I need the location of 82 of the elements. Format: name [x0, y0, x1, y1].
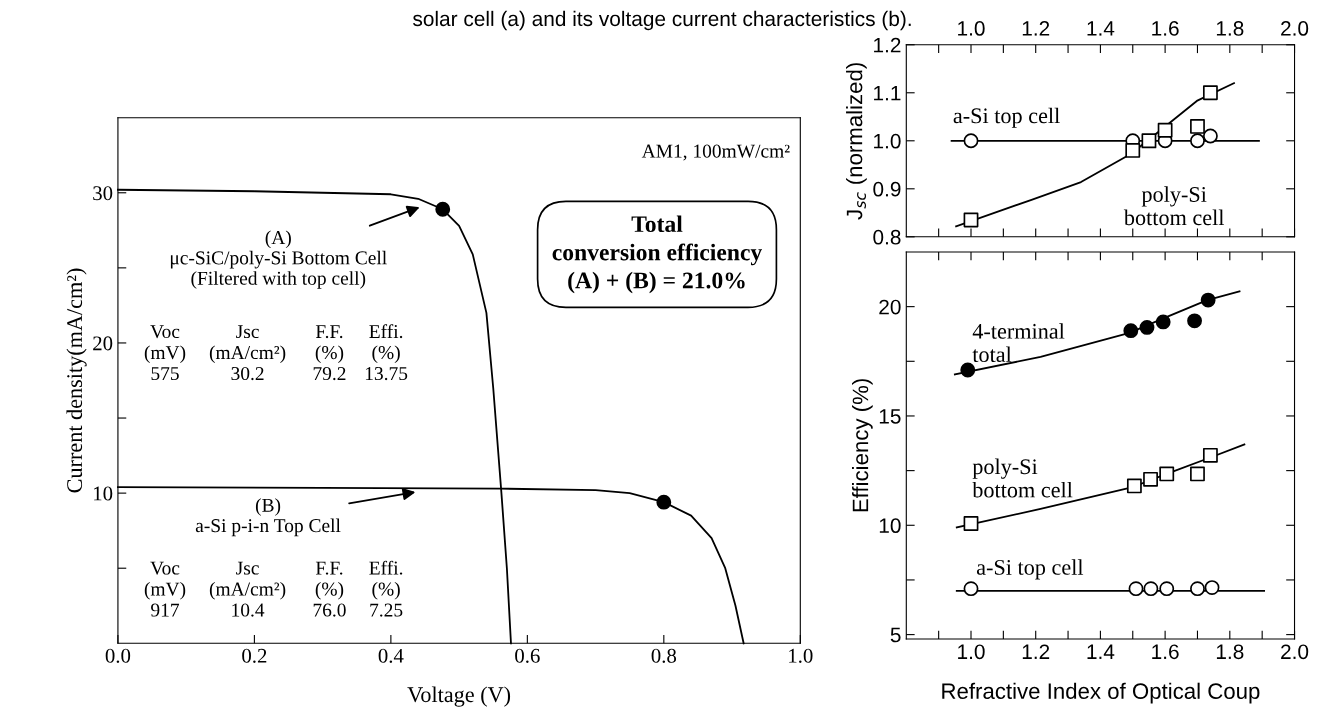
point: [1143, 471, 1158, 487]
x-tick-label: 1.4: [1087, 21, 1115, 36]
annotation: F.F. (%) 76.0: [313, 561, 346, 617]
line-series: [955, 82, 1235, 228]
point: [1139, 319, 1155, 335]
y-tick-label: 0.8: [873, 229, 901, 245]
x-axis-title: Voltage (V): [407, 686, 511, 707]
annotation: (A) μc-SiC/poly-Si Bottom Cell (Filtered with top cell): [170, 230, 387, 289]
y-tick-label: 30: [93, 186, 113, 201]
annotation: Voc (mV) 575: [144, 325, 186, 381]
point: [1159, 466, 1175, 482]
y-tick-label: 0.9: [873, 181, 901, 197]
x-tick-label: 1.2: [1022, 644, 1050, 659]
point: [1141, 133, 1157, 149]
x-tick-label: 2.0: [1281, 644, 1309, 660]
annotation: Total conversion efficiency (A) + (B) = 21.0%: [552, 215, 763, 294]
y-tick-label: 1.1: [874, 85, 901, 101]
y-axis-title: J$_{sc}$ (normalized): [846, 63, 867, 220]
annotation: Jsc (mA/cm²) 10.4: [209, 561, 286, 617]
point: [1190, 133, 1205, 149]
point: [1204, 580, 1220, 596]
point: [963, 581, 979, 597]
point: [1202, 447, 1218, 463]
y-tick-label: 1.2: [874, 37, 901, 53]
point: [1202, 128, 1218, 144]
y-tick-label: 20: [93, 336, 113, 351]
point: [1202, 85, 1218, 101]
series-label: a-Si top cell: [953, 107, 1060, 128]
x-tick-label: 1.8: [1216, 644, 1244, 660]
point: [1126, 478, 1142, 494]
series-label: poly-Si bottom cell: [972, 458, 1073, 498]
annotation: Effi. (%) 13.75: [365, 324, 408, 381]
y-tick-label: 1.0: [874, 133, 901, 149]
x-tick-label: 0.6: [515, 648, 540, 663]
point: [963, 133, 979, 149]
point: [960, 362, 976, 378]
annotation: Effi. (%) 7.25: [369, 560, 403, 617]
line-series: [955, 443, 1246, 529]
x-tick-label: 1.4: [1087, 644, 1115, 659]
x-tick-label: 1.2: [1022, 21, 1050, 36]
point: [963, 212, 979, 228]
point: [1187, 313, 1202, 329]
point: [1190, 581, 1205, 597]
x-tick-label: 0.2: [242, 648, 267, 663]
y-tick-label: 20: [879, 299, 901, 315]
chart-title: solar cell (a) and its voltage current characteristics (b).: [413, 10, 911, 31]
series-label: 4-terminal total: [972, 323, 1065, 363]
x-axis-title: Refractive Index of Optical Coup: [942, 682, 1260, 704]
x-tick-label: 1.0: [958, 21, 985, 36]
line-series: [953, 290, 1241, 376]
point: [1190, 466, 1205, 482]
y-axis-title: Efficiency (%): [852, 379, 873, 512]
point: [1143, 581, 1159, 597]
annotation: (B) a-Si p-i-n Top Cell: [195, 498, 341, 537]
x-tick-label: 0.4: [378, 648, 404, 663]
y-tick-label: 10: [94, 486, 113, 501]
point: [1123, 323, 1139, 339]
annotation: F.F. (%) 79.2: [313, 325, 346, 381]
x-tick-label: 1.0: [789, 648, 813, 663]
point: [963, 516, 979, 531]
x-tick-label: 1.0: [958, 644, 985, 660]
series-label: a-Si top cell: [976, 559, 1084, 580]
annotation: Voc (mV) 917: [144, 561, 186, 617]
point: [1159, 581, 1175, 597]
y-tick-label: 5: [890, 627, 901, 643]
x-tick-label: 1.6: [1152, 21, 1179, 36]
y-tick-label: 15: [879, 409, 901, 424]
x-tick-label: 0.8: [651, 648, 677, 663]
x-tick-label: 0.0: [105, 648, 131, 663]
y-tick-label: 10: [879, 518, 901, 534]
y-axis-title: Current density(mA/cm²): [66, 268, 87, 493]
x-tick-label: 2.0: [1281, 21, 1309, 36]
x-tick-label: 1.6: [1152, 644, 1179, 660]
point: [1157, 122, 1173, 138]
point: [1200, 292, 1216, 308]
point: [1155, 314, 1171, 330]
annotation: Jsc (mA/cm²) 30.2: [209, 325, 286, 381]
series-label: poly-Si bottom cell: [1123, 186, 1225, 226]
x-tick-label: 1.8: [1216, 21, 1244, 36]
point: [1128, 581, 1144, 597]
annotation: AM1, 100mW/cm²: [641, 144, 790, 161]
point: [1125, 142, 1141, 158]
